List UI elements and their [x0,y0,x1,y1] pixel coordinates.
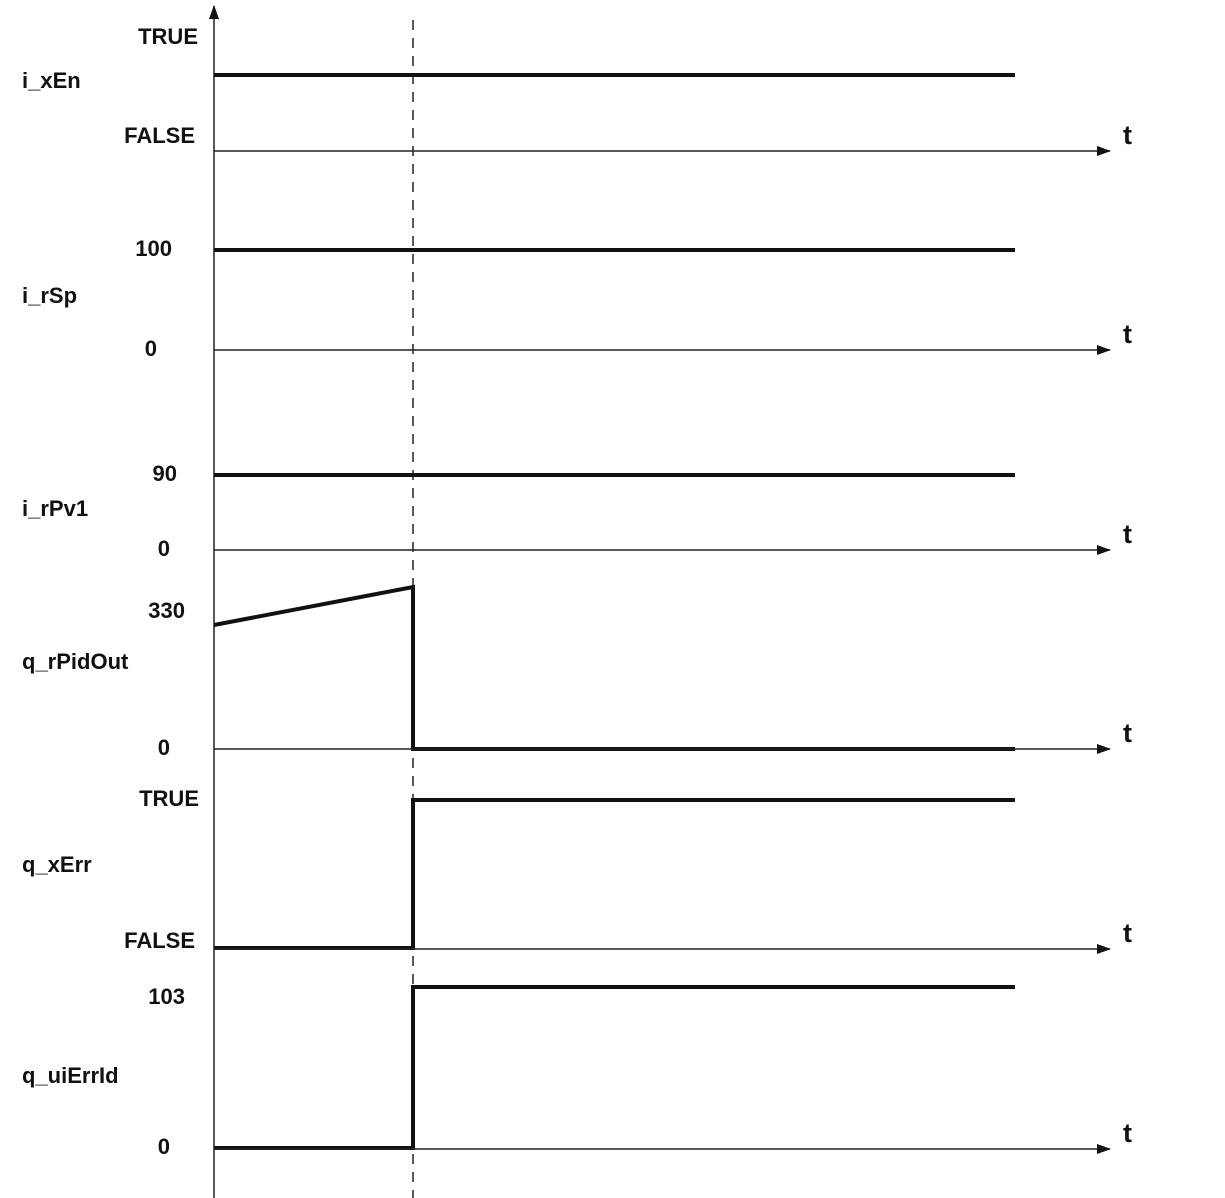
low-level-label: 0 [145,336,157,361]
high-level-label: 103 [148,984,185,1009]
wave-q-uierrid [214,985,1015,1150]
high-level-label: 90 [153,461,177,486]
time-axis-label: t [1123,120,1132,150]
wave-q-xerr [214,798,1015,950]
high-level-label: 330 [148,598,185,623]
high-level-label: TRUE [139,786,199,811]
signal-name: q_rPidOut [22,649,129,674]
signal-name: q_xErr [22,852,92,877]
signal-name: i_xEn [22,68,81,93]
low-level-label: FALSE [124,928,195,953]
time-axis-label: t [1123,1118,1132,1148]
signal-name: i_rSp [22,283,77,308]
time-axis-label: t [1123,918,1132,948]
labels: i_xEn TRUE FALSE t i_rSp 100 0 t i_rPv1 90 0 t q_rPi… [22,24,1132,1159]
high-level-label: 100 [135,236,172,261]
low-level-label: 0 [158,536,170,561]
time-axis-label: t [1123,718,1132,748]
waveforms [213,73,1015,1150]
low-level-label: 0 [158,1134,170,1159]
low-level-label: 0 [158,735,170,760]
low-level-label: FALSE [124,123,195,148]
signal-name: i_rPv1 [22,496,88,521]
time-axis-label: t [1123,519,1132,549]
high-level-label: TRUE [138,24,198,49]
wave-q-rpidout [213,584,1015,751]
signal-name: q_uiErrId [22,1063,119,1088]
time-axis-label: t [1123,319,1132,349]
